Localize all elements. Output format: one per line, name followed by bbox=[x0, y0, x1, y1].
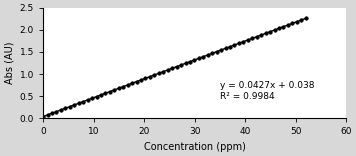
Text: y = 0.0427x + 0.038
R² = 0.9984: y = 0.0427x + 0.038 R² = 0.9984 bbox=[220, 81, 314, 100]
X-axis label: Concentration (ppm): Concentration (ppm) bbox=[144, 142, 246, 152]
Y-axis label: Abs (AU): Abs (AU) bbox=[4, 42, 14, 84]
